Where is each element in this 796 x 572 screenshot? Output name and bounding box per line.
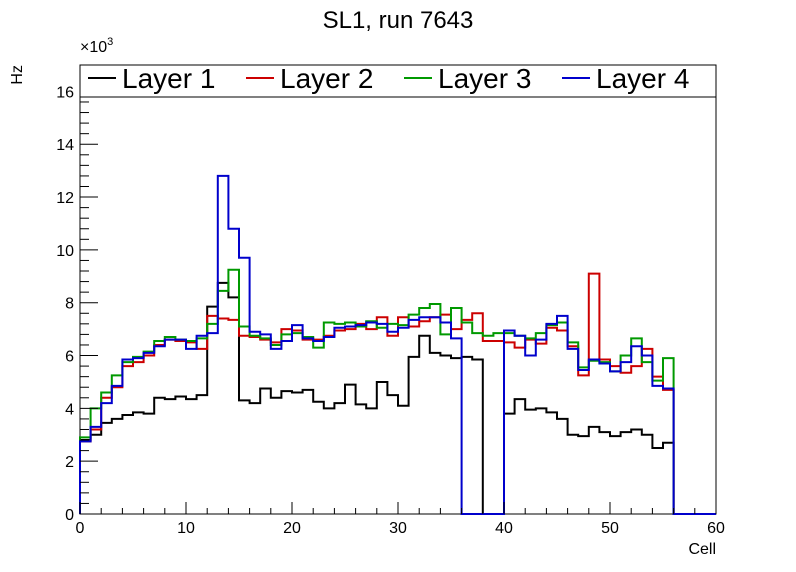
x-axis-title: Cell: [688, 541, 716, 558]
y-tick-label: 16: [56, 84, 74, 101]
chart-title: SL1, run 7643: [323, 7, 474, 34]
legend-label-layer-2: Layer 2: [280, 63, 373, 94]
legend-box: [79, 64, 717, 98]
y-axis-title: Hz: [9, 65, 26, 85]
y-tick-label: 14: [56, 137, 74, 154]
x-tick-label: 0: [76, 520, 85, 537]
plot-frame: [79, 64, 717, 515]
y-multiplier-exponent: 3: [107, 36, 113, 48]
y-tick-label: 2: [65, 454, 74, 471]
y-axis-multiplier: ×103: [80, 36, 113, 56]
legend-label-layer-4: Layer 4: [596, 63, 689, 94]
legend-label-layer-1: Layer 1: [122, 63, 215, 94]
x-tick-label: 50: [601, 520, 619, 537]
series-line-layer-4: [79, 174, 716, 515]
series-line-layer-3: [79, 268, 716, 515]
x-tick-label: 30: [389, 520, 407, 537]
legend-label-layer-3: Layer 3: [438, 63, 531, 94]
x-tick-label: 10: [177, 520, 195, 537]
y-tick-label: 4: [65, 401, 74, 418]
series-line-layer-2: [79, 272, 716, 515]
y-tick-label: 6: [65, 349, 74, 366]
series-line-layer-1: [79, 281, 716, 515]
x-tick-label: 40: [495, 520, 513, 537]
y-tick-label: 10: [56, 243, 74, 260]
x-tick-label: 20: [283, 520, 301, 537]
y-multiplier-base: ×10: [80, 39, 107, 56]
x-tick-label: 60: [707, 520, 725, 537]
y-tick-label: 12: [56, 190, 74, 207]
y-tick-label: 8: [65, 296, 74, 313]
y-tick-label: 0: [65, 507, 74, 524]
